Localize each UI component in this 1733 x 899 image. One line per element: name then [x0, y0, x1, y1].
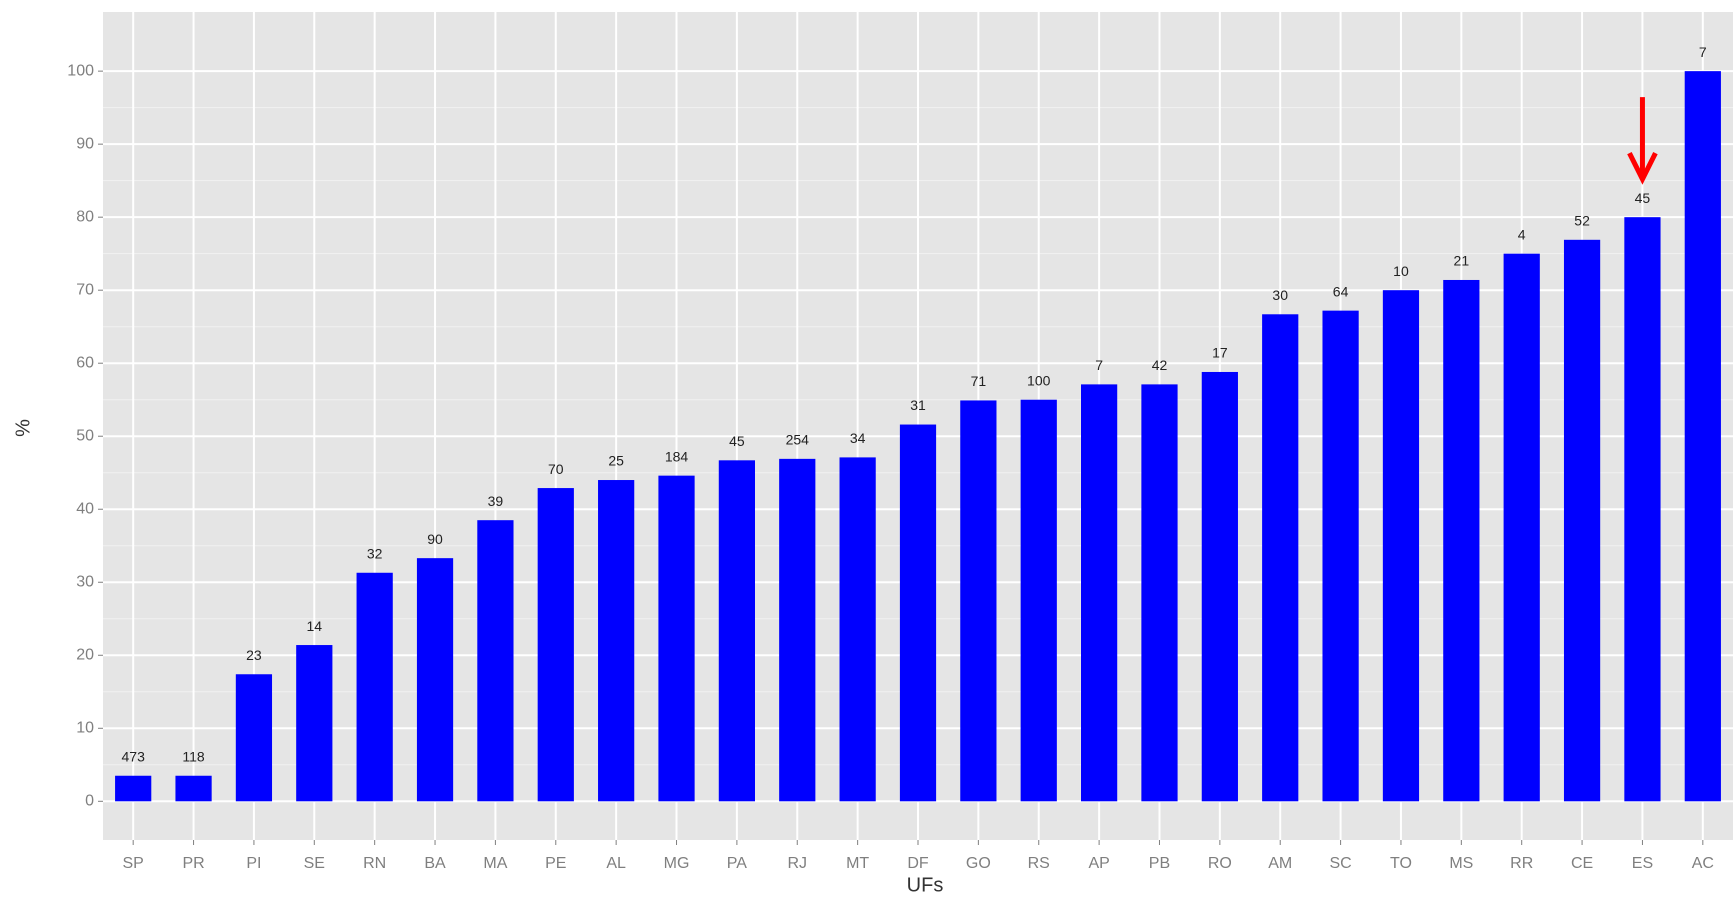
x-tick-label: ES: [1632, 855, 1653, 872]
x-tick-label: MS: [1449, 855, 1473, 872]
x-tick-label: MT: [846, 855, 869, 872]
x-tick-label: RR: [1510, 855, 1533, 872]
bar-label: 90: [427, 531, 443, 547]
y-tick-label: 20: [76, 646, 94, 663]
x-axis-title: UFs: [907, 874, 944, 896]
bar-label: 52: [1574, 213, 1590, 229]
y-tick-label: 80: [76, 208, 94, 225]
y-tick-label: 10: [76, 720, 94, 737]
bar-label: 39: [488, 493, 504, 509]
bar-label: 7: [1699, 44, 1707, 60]
x-tick-label: PR: [182, 855, 204, 872]
bar: [899, 424, 937, 802]
bar-label: 45: [729, 433, 745, 449]
y-tick-label: 70: [76, 281, 94, 298]
bar: [1141, 384, 1178, 802]
bar: [1563, 239, 1601, 802]
y-tick-label: 30: [76, 573, 94, 590]
bar-label: 254: [786, 432, 810, 448]
bar: [960, 400, 997, 802]
bar-label: 70: [548, 461, 564, 477]
x-tick-label: RO: [1208, 855, 1232, 872]
bar-label: 21: [1454, 253, 1470, 269]
x-tick-label: AP: [1088, 855, 1109, 872]
bar-label: 32: [367, 545, 383, 561]
bar: [658, 475, 695, 802]
bar: [1201, 371, 1238, 802]
bar-label: 30: [1272, 287, 1288, 303]
x-tick-label: SC: [1329, 855, 1351, 872]
bar: [1262, 314, 1299, 802]
bar: [175, 775, 212, 802]
bar: [1322, 310, 1359, 802]
bar-label: 10: [1393, 263, 1409, 279]
bar-label: 473: [122, 748, 146, 764]
bar: [1503, 253, 1540, 802]
y-axis-title: %: [12, 419, 34, 437]
bar-label: 64: [1333, 283, 1349, 299]
bar: [1081, 384, 1118, 802]
x-tick-label: GO: [966, 855, 991, 872]
bar: [537, 488, 574, 802]
bar-label: 71: [971, 373, 987, 389]
x-tick-label: MA: [483, 855, 507, 872]
x-tick-label: TO: [1390, 855, 1412, 872]
x-tick-label: RS: [1028, 855, 1050, 872]
x-tick-label: SE: [304, 855, 325, 872]
y-tick-label: 50: [76, 427, 94, 444]
bar-label: 23: [246, 647, 262, 663]
bar-label: 118: [182, 748, 205, 764]
bar-label: 34: [850, 430, 866, 446]
y-tick-label: 0: [85, 793, 94, 810]
bar-label: 7: [1095, 357, 1103, 373]
bar: [1020, 399, 1057, 802]
x-tick-label: PI: [246, 855, 261, 872]
bar: [718, 460, 755, 802]
x-tick-label: AM: [1268, 855, 1292, 872]
x-tick-label: RJ: [787, 855, 807, 872]
bar: [235, 674, 273, 802]
bar: [1624, 217, 1661, 802]
bar-label: 17: [1212, 345, 1228, 361]
bar: [356, 572, 393, 802]
x-tick-label: AL: [606, 855, 626, 872]
bar-label: 184: [665, 448, 689, 464]
bar: [477, 520, 514, 802]
y-tick-label: 90: [76, 135, 94, 152]
y-tick-label: 100: [67, 62, 94, 79]
highlight-arrow-head: [1627, 152, 1658, 185]
x-tick-label: CE: [1571, 855, 1593, 872]
x-tick-label: SP: [123, 855, 144, 872]
x-tick-label: PE: [545, 855, 566, 872]
x-tick-label: PB: [1149, 855, 1170, 872]
x-tick-label: MG: [664, 855, 690, 872]
bar-label: 4: [1518, 226, 1526, 242]
bar-label: 25: [608, 453, 624, 469]
y-tick-label: 60: [76, 354, 94, 371]
y-tick-label: 40: [76, 500, 94, 517]
bar-label: 42: [1152, 357, 1168, 373]
bar: [1443, 279, 1480, 802]
bar-label: 100: [1027, 372, 1051, 388]
bar: [296, 645, 333, 802]
bar: [1684, 71, 1721, 802]
bar: [598, 480, 635, 802]
bar: [1382, 290, 1420, 802]
bar: [839, 457, 876, 802]
bar: [416, 558, 454, 802]
bar: [779, 458, 816, 802]
bar: [115, 775, 152, 802]
x-tick-label: RN: [363, 855, 386, 872]
bar-label: 14: [307, 618, 323, 634]
x-tick-label: AC: [1692, 855, 1714, 872]
x-tick-label: PA: [727, 855, 747, 872]
bar-label: 45: [1635, 190, 1651, 206]
bar-label: 31: [910, 397, 926, 413]
x-tick-label: BA: [424, 855, 446, 872]
x-tick-label: DF: [907, 855, 929, 872]
